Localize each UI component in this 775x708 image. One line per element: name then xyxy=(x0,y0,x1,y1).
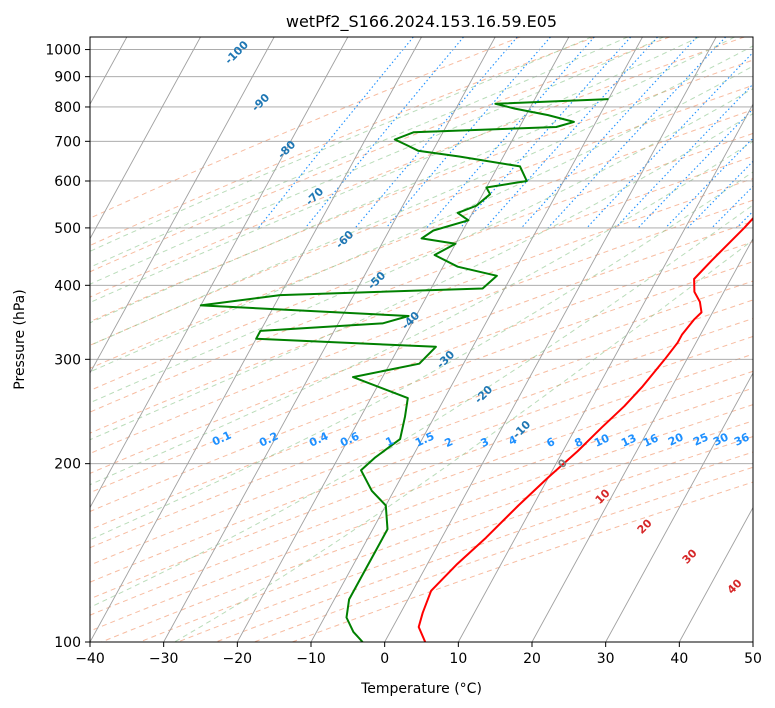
isotherm-line xyxy=(678,506,753,642)
moist-adiabat-line xyxy=(90,113,753,441)
dry-adiabat-line xyxy=(90,37,596,247)
mixing-ratio-line xyxy=(687,160,753,229)
isotherm-line xyxy=(90,37,275,375)
isotherm-line xyxy=(605,372,753,642)
mixing-ratio-line xyxy=(460,37,632,229)
moist-adiabat-line xyxy=(90,171,753,541)
dry-adiabat-line xyxy=(90,370,753,616)
moist-adiabat-line xyxy=(90,37,628,268)
moist-adiabat-line xyxy=(90,37,700,304)
x-tick-label: 10 xyxy=(449,651,467,667)
mixing-ratio-line xyxy=(520,37,698,229)
y-tick-label: 100 xyxy=(54,635,81,651)
mixing-ratio-label: 10 xyxy=(592,431,612,449)
mixing-ratio-label: 25 xyxy=(691,430,710,448)
dewpoint-profile-line xyxy=(199,98,609,642)
x-tick-label: 0 xyxy=(380,651,389,667)
dry-adiabat-line xyxy=(90,178,753,434)
plot-frame xyxy=(89,36,754,643)
mixing-ratio-label: 13 xyxy=(619,431,638,449)
x-tick-label: −10 xyxy=(296,651,326,667)
y-tick-label: 400 xyxy=(54,278,81,294)
isotherm-line xyxy=(90,37,349,509)
y-tick-label: 900 xyxy=(54,70,81,86)
y-tick-label: 700 xyxy=(54,134,81,150)
x-tick-label: 30 xyxy=(597,651,615,667)
dry-adiabat-line xyxy=(90,109,753,369)
x-tick-label: 20 xyxy=(523,651,541,667)
chart-title: wetPf2_S166.2024.153.16.59.E05 xyxy=(286,12,557,32)
moist-adiabat-line xyxy=(90,45,753,347)
isotherm-line xyxy=(90,37,201,240)
x-tick-label: −40 xyxy=(75,651,105,667)
moist-adiabat-line xyxy=(90,37,592,252)
mixing-ratio-line xyxy=(257,37,414,229)
x-tick-label: 40 xyxy=(670,651,688,667)
x-tick-label: 50 xyxy=(744,651,762,667)
isotherm-line xyxy=(163,37,496,642)
y-tick-label: 300 xyxy=(54,352,81,368)
y-tick-label: 200 xyxy=(54,457,81,473)
mixing-ratio-label: 36 xyxy=(732,430,752,448)
axis-ticks: −40 −30 −20 −10 0 10 20 30 40 50 100 200 300 400 500 60… xyxy=(45,43,762,667)
mixing-ratio-label: 30 xyxy=(711,430,731,448)
moist-adiabat-line xyxy=(90,37,664,285)
x-tick-label: −30 xyxy=(149,651,179,667)
mixing-ratio-label: 16 xyxy=(641,431,661,449)
isotherm-line xyxy=(310,37,643,642)
mixing-ratio-label: 20 xyxy=(666,430,686,448)
y-tick-label: 600 xyxy=(54,174,81,190)
mixing-ratio-line xyxy=(426,37,595,229)
isotherm-line xyxy=(236,37,570,642)
temperature-profile-line xyxy=(417,216,753,642)
dry-adiabat-line xyxy=(90,220,753,474)
mixing-ratio-line xyxy=(615,83,753,229)
isotherm-line xyxy=(531,237,753,642)
x-axis-title: Temperature (°C) xyxy=(360,681,482,697)
dry-adiabat-line xyxy=(90,59,753,323)
mixing-ratio-line xyxy=(586,51,753,229)
y-axis-title: Pressure (hPa) xyxy=(12,289,28,389)
moist-adiabat-line xyxy=(90,140,753,486)
dry-adiabat-line xyxy=(90,317,753,566)
y-tick-label: 1000 xyxy=(45,43,81,59)
y-tick-label: 500 xyxy=(54,221,81,237)
plot-area: -100-90-80-70-60-50-40-30-20-100.1 0.2 0.4… xyxy=(90,37,753,642)
isotherm-line xyxy=(384,37,717,642)
x-tick-label: −20 xyxy=(223,651,253,667)
dry-adiabat-line xyxy=(90,132,753,392)
dry-adiabat-line xyxy=(90,280,753,531)
dry-adiabat-line xyxy=(90,335,753,583)
isotherm-line xyxy=(457,103,753,642)
moist-adiabat-line xyxy=(90,88,753,404)
y-tick-label: 800 xyxy=(54,100,81,116)
